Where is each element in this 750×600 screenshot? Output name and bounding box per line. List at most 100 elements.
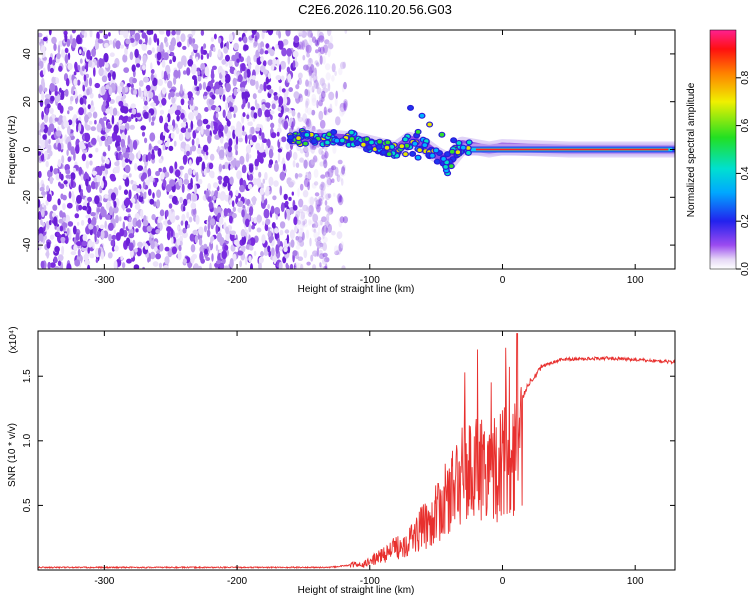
noise-blob [314,60,319,66]
track-blob [312,139,317,144]
noise-blob [222,94,226,102]
noise-blob [163,265,169,269]
noise-blob [308,66,313,76]
noise-blob [183,206,186,212]
noise-blob [319,253,325,260]
track-blob [355,141,360,146]
noise-blob [197,70,201,76]
noise-blob [168,203,173,209]
noise-blob [238,37,242,42]
noise-blob [143,88,147,97]
noise-blob [282,163,286,171]
noise-blob [78,107,84,116]
noise-blob [127,221,133,230]
noise-blob [315,241,321,247]
noise-blob [141,131,146,137]
noise-blob [271,247,275,257]
noise-blob [323,225,327,236]
noise-blob [200,244,204,254]
noise-blob [219,74,223,79]
noise-blob [59,171,62,180]
noise-blob [313,168,319,178]
noise-blob [42,134,47,140]
noise-blob [231,212,237,219]
noise-blob [327,81,331,89]
track-blob [422,143,427,148]
noise-blob [82,65,85,72]
colorbar-tick-label: 0.0 [740,262,750,276]
noise-blob [77,79,81,86]
noise-blob [313,181,319,186]
noise-blob [257,107,263,118]
noise-blob [38,170,42,179]
noise-blob [46,103,51,109]
noise-blob [187,168,193,176]
noise-blob [108,206,114,216]
noise-blob [193,263,199,269]
noise-blob [264,223,269,232]
noise-blob [96,31,100,41]
noise-blob [67,156,72,162]
noise-blob [39,186,45,192]
track-blob [340,138,345,143]
noise-blob [190,97,194,106]
noise-blob [176,41,182,48]
noise-blob [44,94,51,99]
noise-blob [166,226,172,233]
noise-blob [321,182,325,190]
noise-blob [102,121,105,131]
noise-blob [200,54,204,60]
noise-blob [268,89,274,94]
noise-blob [300,211,305,220]
noise-blob [242,125,245,132]
noise-blob [339,107,345,117]
noise-blob [124,47,128,56]
noise-blob [120,44,125,49]
noise-blob [288,181,294,188]
noise-blob [171,195,178,205]
noise-blob [182,45,187,50]
noise-blob [148,143,152,151]
noise-blob [223,208,228,217]
track-blob [349,130,354,135]
noise-blob [135,57,141,65]
noise-blob [337,195,344,206]
noise-blob [258,256,264,264]
y-tick-label: 1.0 [22,433,33,447]
noise-blob [296,114,301,120]
noise-blob [128,242,134,252]
noise-blob [48,56,53,65]
noise-blob [90,212,96,217]
noise-blob [319,219,323,226]
noise-blob [57,260,62,267]
noise-blob [83,253,89,261]
noise-blob [247,183,253,190]
noise-blob [140,125,146,131]
noise-blob [149,236,152,244]
noise-blob [222,182,228,187]
noise-blob [185,130,191,140]
noise-blob [48,139,51,144]
noise-blob [225,82,231,93]
noise-blob [312,82,316,90]
noise-blob [128,189,132,200]
noise-blob [86,88,90,96]
noise-blob [319,46,325,55]
noise-blob [83,31,88,38]
noise-blob [206,85,211,92]
noise-blob [66,263,72,269]
noise-blob [218,149,225,159]
noise-blob [70,95,74,102]
noise-blob [94,82,101,89]
noise-blob [180,127,187,133]
snr-y-scale-label: (x10⁴) [8,326,19,353]
noise-blob [43,124,48,134]
noise-blob [105,62,109,68]
noise-blob [108,32,111,37]
noise-blob [140,30,144,33]
noise-blob [165,209,169,217]
noise-blob [235,150,238,156]
noise-blob [248,224,252,233]
noise-blob [227,150,233,158]
noise-blob [156,38,160,46]
